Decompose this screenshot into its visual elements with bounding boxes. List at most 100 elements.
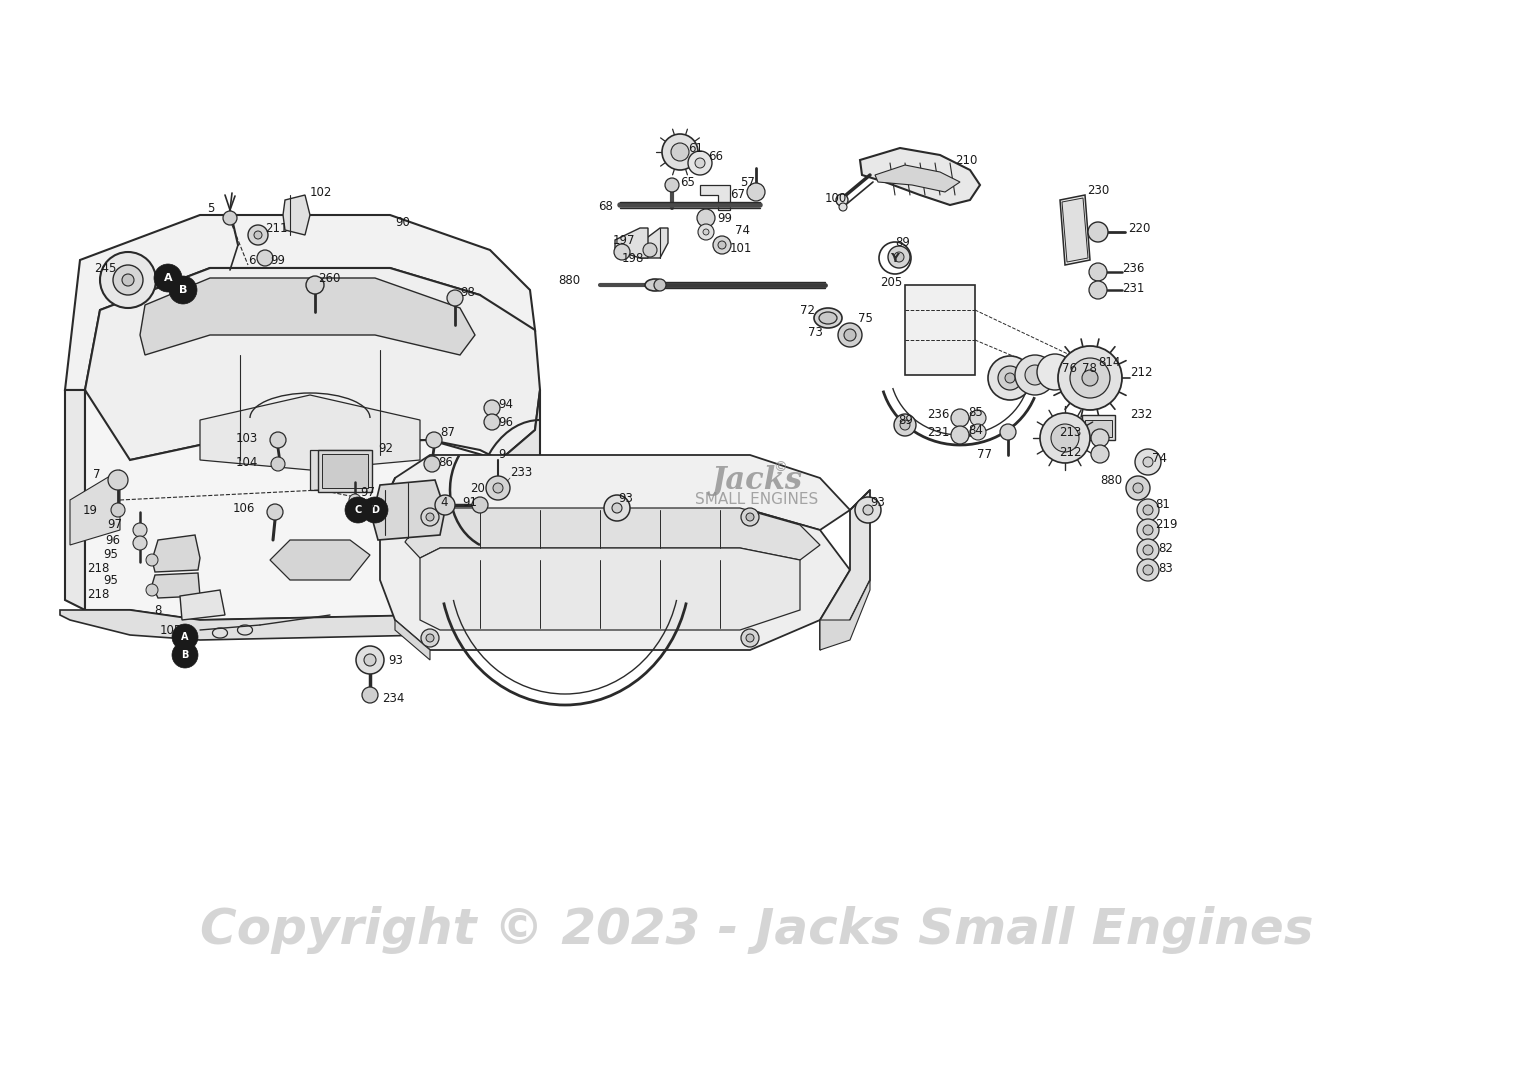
Circle shape xyxy=(893,252,904,262)
Text: 97: 97 xyxy=(360,485,375,498)
Circle shape xyxy=(425,634,435,642)
Text: 74: 74 xyxy=(734,223,749,236)
Circle shape xyxy=(494,483,503,493)
Circle shape xyxy=(662,134,698,170)
Circle shape xyxy=(643,243,657,257)
Circle shape xyxy=(899,420,910,430)
Polygon shape xyxy=(380,510,849,650)
Circle shape xyxy=(111,503,126,517)
Ellipse shape xyxy=(819,312,837,324)
Text: 230: 230 xyxy=(1087,184,1110,197)
Circle shape xyxy=(740,629,759,647)
Circle shape xyxy=(362,497,388,523)
Text: 95: 95 xyxy=(103,548,118,561)
Text: 233: 233 xyxy=(510,466,533,479)
Polygon shape xyxy=(283,195,310,235)
Circle shape xyxy=(1136,449,1161,475)
Text: 96: 96 xyxy=(498,416,513,429)
Circle shape xyxy=(1083,370,1098,386)
Circle shape xyxy=(484,400,500,416)
Circle shape xyxy=(696,209,715,227)
Text: 73: 73 xyxy=(808,325,824,338)
Polygon shape xyxy=(1086,420,1111,437)
Circle shape xyxy=(746,634,754,642)
Circle shape xyxy=(1132,483,1143,493)
Text: 67: 67 xyxy=(730,188,745,201)
Polygon shape xyxy=(180,590,226,620)
Text: 66: 66 xyxy=(709,149,724,162)
Polygon shape xyxy=(875,165,960,191)
Text: 77: 77 xyxy=(977,448,992,461)
Polygon shape xyxy=(318,450,372,492)
Circle shape xyxy=(1089,281,1107,299)
Text: 7: 7 xyxy=(92,469,100,482)
Circle shape xyxy=(746,514,754,521)
Circle shape xyxy=(612,503,622,514)
Circle shape xyxy=(951,409,969,426)
Circle shape xyxy=(1143,505,1154,515)
Circle shape xyxy=(472,497,488,514)
Polygon shape xyxy=(61,570,540,640)
Text: 105: 105 xyxy=(160,623,182,636)
Text: 814: 814 xyxy=(1098,356,1120,369)
Text: 5: 5 xyxy=(207,201,215,214)
Circle shape xyxy=(145,554,157,566)
Polygon shape xyxy=(500,390,540,599)
Text: 19: 19 xyxy=(83,504,98,517)
Circle shape xyxy=(1040,413,1090,463)
Circle shape xyxy=(173,642,198,668)
Circle shape xyxy=(718,242,727,249)
Text: 212: 212 xyxy=(1060,445,1083,458)
Polygon shape xyxy=(372,480,445,540)
Text: 96: 96 xyxy=(104,533,120,546)
Polygon shape xyxy=(322,454,368,489)
Text: 8: 8 xyxy=(154,604,162,617)
Circle shape xyxy=(447,290,463,306)
Text: 210: 210 xyxy=(955,153,978,166)
Circle shape xyxy=(170,276,197,304)
Text: 245: 245 xyxy=(94,261,117,274)
Text: 57: 57 xyxy=(740,175,755,188)
Circle shape xyxy=(425,514,435,521)
Circle shape xyxy=(1005,373,1014,383)
Text: 90: 90 xyxy=(395,215,410,228)
Text: 83: 83 xyxy=(1158,561,1173,574)
Circle shape xyxy=(248,225,268,245)
Text: 72: 72 xyxy=(799,304,815,317)
Text: 197: 197 xyxy=(613,234,636,247)
Circle shape xyxy=(951,426,969,444)
Circle shape xyxy=(486,477,510,500)
Text: 212: 212 xyxy=(1129,366,1152,379)
Text: B: B xyxy=(179,285,188,295)
Text: 94: 94 xyxy=(498,398,513,411)
Circle shape xyxy=(1001,424,1016,440)
Circle shape xyxy=(133,523,147,537)
Text: Copyright © 2023 - Jacks Small Engines: Copyright © 2023 - Jacks Small Engines xyxy=(200,906,1314,954)
Text: 101: 101 xyxy=(730,242,752,255)
Polygon shape xyxy=(699,185,730,210)
Text: 65: 65 xyxy=(680,175,695,188)
Text: 68: 68 xyxy=(598,199,613,212)
Text: 102: 102 xyxy=(310,186,333,199)
Text: 220: 220 xyxy=(1128,222,1151,235)
Text: 880: 880 xyxy=(1099,473,1122,486)
Circle shape xyxy=(1137,539,1160,561)
Circle shape xyxy=(425,432,442,448)
Text: 84: 84 xyxy=(967,423,983,436)
Text: 211: 211 xyxy=(265,222,288,235)
Text: 236: 236 xyxy=(928,408,949,420)
Text: 205: 205 xyxy=(880,276,902,289)
Text: 91: 91 xyxy=(462,495,477,508)
Circle shape xyxy=(1137,499,1160,521)
Circle shape xyxy=(421,629,439,647)
Polygon shape xyxy=(70,470,120,545)
Circle shape xyxy=(671,143,689,161)
Text: 103: 103 xyxy=(236,432,257,445)
Circle shape xyxy=(1143,457,1154,467)
Circle shape xyxy=(484,415,500,430)
Polygon shape xyxy=(139,279,475,355)
Circle shape xyxy=(713,236,731,254)
Text: 234: 234 xyxy=(382,692,404,705)
Text: C: C xyxy=(354,505,362,515)
Polygon shape xyxy=(1083,415,1114,440)
